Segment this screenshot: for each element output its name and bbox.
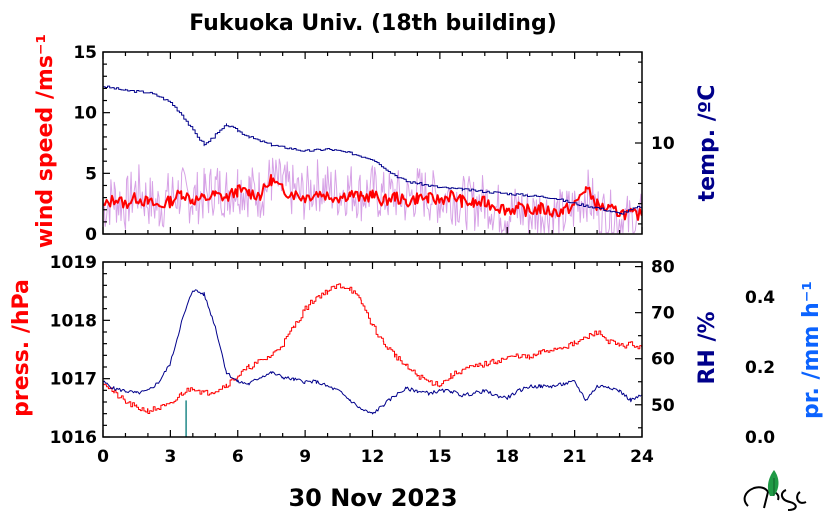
fukuoka-univ-logo [743, 470, 807, 511]
y-tick-label: 1016 [50, 428, 97, 448]
x-tick-label: 0 [97, 447, 109, 467]
y-tick-label: 1017 [50, 370, 97, 390]
rh-axis-label: RH /% [695, 311, 720, 384]
x-tick-label: 21 [563, 447, 587, 467]
right-tick-label: 10 [651, 134, 675, 154]
pressure-rh-panel: 0 3 6 9 12 15 18 21 24 1016 1017 1018 1019 50 60 70 80 0.… [50, 253, 776, 467]
y-tick-label: 1018 [50, 311, 97, 331]
temp-axis-label: temp. /ºC [695, 85, 720, 202]
right-tick-label: 60 [651, 350, 675, 370]
precip-tick-label: 0.2 [745, 358, 775, 378]
x-tick-label: 15 [428, 447, 452, 467]
temperature-series-line [103, 85, 642, 215]
wind-axis-label: wind speed /ms⁻¹ [33, 34, 58, 248]
plot-frame [102, 51, 643, 235]
right-tick-label: 70 [651, 304, 675, 324]
x-tick-label: 9 [299, 447, 311, 467]
right-tick-label: 50 [651, 396, 675, 416]
x-tick-label: 18 [495, 447, 519, 467]
date-label: 30 Nov 2023 [288, 484, 457, 512]
y-tick-label: 15 [73, 43, 97, 63]
pressure-series-line [103, 283, 642, 414]
y-tick-label: 10 [73, 104, 97, 124]
x-tick-label: 24 [630, 447, 654, 467]
plot-area [103, 283, 642, 437]
x-tick-label: 3 [164, 447, 176, 467]
x-tick-label: 12 [361, 447, 385, 467]
chart-title: Fukuoka Univ. (18th building) [189, 11, 557, 36]
rh-series-line [103, 289, 642, 415]
precip-tick-label: 0.0 [745, 428, 775, 448]
y-tick-label: 5 [85, 164, 97, 184]
right-tick-label: 80 [651, 258, 675, 278]
x-tick-label: 6 [232, 447, 244, 467]
plot-area [103, 85, 642, 234]
y-tick-label: 1019 [50, 253, 97, 273]
precip-tick-label: 0.4 [745, 288, 775, 308]
wind-temp-panel: 0 5 10 15 10 [73, 43, 675, 245]
pressure-axis-label: press. /hPa [9, 279, 34, 417]
plot-frame [102, 261, 643, 438]
precip-axis-label: pr. /mm h⁻¹ [799, 281, 824, 419]
wind-series-line [103, 174, 642, 221]
gust-series-line [103, 157, 642, 234]
y-tick-label: 0 [85, 225, 97, 245]
